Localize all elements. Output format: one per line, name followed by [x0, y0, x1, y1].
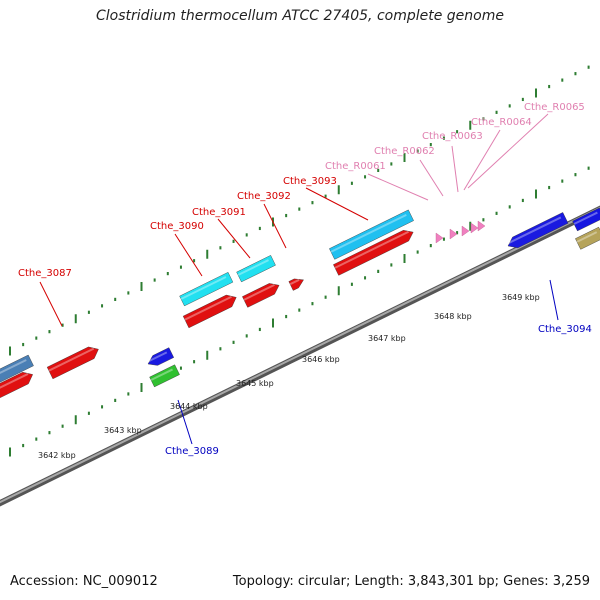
- gene-block-shine: [243, 283, 275, 301]
- gene-block-shine: [48, 347, 95, 372]
- gene-block: [242, 283, 280, 308]
- scale-label: 3645 kbp: [236, 379, 274, 388]
- leader-line: [367, 173, 429, 201]
- gene-block-shine: [0, 373, 29, 389]
- gene-block-shine: [576, 231, 598, 243]
- scale-label: 3647 kbp: [368, 334, 406, 343]
- gene-block: [236, 255, 276, 283]
- gene-block: [149, 364, 180, 388]
- leader-line: [174, 233, 203, 277]
- gene-label[interactable]: Cthe_R0063: [422, 131, 483, 142]
- gene-block: [572, 207, 600, 232]
- gene-block-shine: [146, 351, 168, 363]
- trna-arrow: [461, 225, 470, 237]
- gene-block: [46, 346, 99, 380]
- leader-line: [177, 399, 193, 445]
- gene-block-shine: [180, 276, 227, 300]
- gene-block-shine: [150, 368, 174, 381]
- scale-label: 3643 kbp: [104, 426, 142, 435]
- gene-block-shine: [330, 213, 407, 253]
- leader-line: [463, 129, 501, 191]
- gene-block: [333, 230, 414, 276]
- gene-label[interactable]: Cthe_3094: [538, 324, 592, 335]
- trna-arrow: [477, 220, 486, 232]
- gene-block: [179, 272, 234, 307]
- scale-label: 3646 kbp: [302, 355, 340, 364]
- gene-block: [182, 294, 237, 329]
- outer-tick-ring: [9, 65, 590, 356]
- leader-line: [263, 203, 287, 249]
- gene-label[interactable]: Cthe_3091: [192, 207, 246, 218]
- gene-block-shine: [0, 359, 27, 374]
- gene-block: [0, 371, 33, 399]
- trna-arrow: [435, 232, 444, 244]
- topology-summary: Topology: circular; Length: 3,843,301 bp…: [232, 574, 590, 589]
- gene-block-shine: [289, 278, 300, 286]
- leader-line: [217, 218, 251, 259]
- scale-label: 3648 kbp: [434, 312, 472, 321]
- gene-block: [0, 354, 34, 383]
- gene-features: [0, 207, 600, 399]
- leader-line: [39, 281, 63, 327]
- label-leaders: [39, 113, 559, 445]
- gene-label[interactable]: Cthe_R0065: [524, 102, 585, 113]
- gene-block: [329, 209, 414, 260]
- gene-block-shine: [573, 211, 598, 225]
- trna-arrow: [449, 228, 458, 240]
- gene-label[interactable]: Cthe_3090: [150, 221, 204, 232]
- gene-label[interactable]: Cthe_3093: [283, 176, 337, 187]
- map-title: Clostridium thermocellum ATCC 27405, com…: [96, 8, 504, 24]
- gene-label[interactable]: Cthe_3089: [165, 446, 219, 457]
- scale-label: 3642 kbp: [38, 451, 76, 460]
- gene-label[interactable]: Cthe_3092: [237, 191, 291, 202]
- gene-label[interactable]: Cthe_3087: [18, 268, 72, 279]
- trna-arrow: [470, 222, 479, 234]
- genome-backbone-highlight: [0, 206, 600, 504]
- gene-block: [147, 347, 175, 366]
- gene-label[interactable]: Cthe_R0062: [374, 146, 435, 157]
- gene-block: [507, 212, 569, 249]
- scale-label: 3644 kbp: [170, 402, 208, 411]
- accession-text: Accession: NC_009012: [10, 574, 158, 589]
- scale-label: 3649 kbp: [502, 293, 540, 302]
- gene-block: [575, 226, 600, 250]
- leader-line: [467, 113, 549, 189]
- gene-block-shine: [184, 295, 232, 321]
- gene-block-shine: [334, 230, 409, 269]
- gene-block-shine: [506, 216, 562, 245]
- leader-line: [305, 187, 369, 221]
- gene-label[interactable]: Cthe_R0061: [325, 161, 386, 172]
- leader-line: [451, 145, 459, 193]
- leader-line: [549, 279, 559, 321]
- leader-line: [419, 159, 444, 197]
- gene-label[interactable]: Cthe_R0064: [471, 117, 532, 128]
- gene-block-shine: [237, 259, 269, 276]
- gene-block: [288, 278, 304, 291]
- inner-tick-ring: [9, 166, 590, 457]
